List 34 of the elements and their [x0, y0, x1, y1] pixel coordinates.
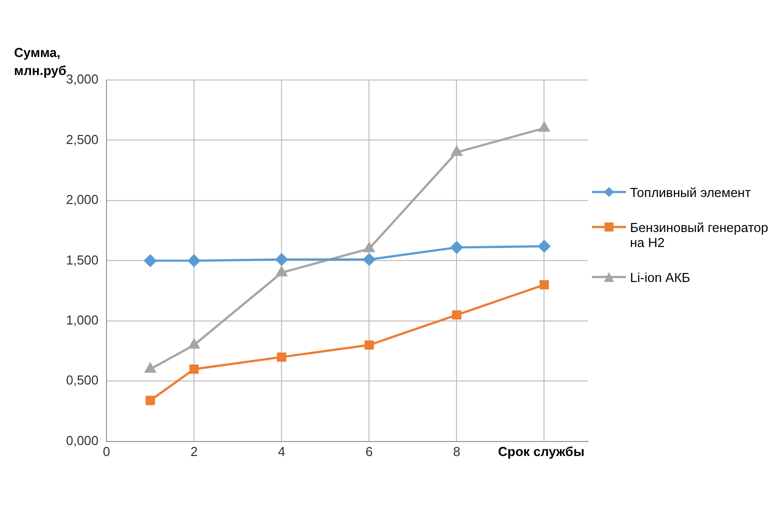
x-tick-label: 0: [102, 444, 110, 459]
point: [538, 122, 550, 132]
point: [364, 340, 374, 350]
point: [276, 266, 288, 276]
y-tick-label: 0,000: [66, 432, 99, 448]
x-tick-label: 2: [190, 444, 198, 459]
x-axis-title: Срок службы: [498, 444, 584, 459]
point: [146, 396, 155, 406]
y-tick-label: 3,000: [66, 72, 99, 87]
point: [540, 280, 549, 290]
point: [144, 254, 156, 267]
point: [276, 352, 286, 362]
y-tick-label: 1,000: [66, 312, 99, 328]
y-tick-label: 0,500: [66, 372, 99, 388]
point: [276, 253, 288, 266]
legend-label: Топливный элемент: [630, 185, 751, 200]
point: [538, 240, 550, 252]
point: [189, 364, 199, 374]
point: [188, 338, 200, 349]
point: [364, 242, 375, 252]
point: [452, 310, 462, 320]
legend-label: Li-ion АКБ: [630, 270, 690, 285]
legend-label: Бензиновый генератор на H2: [630, 220, 770, 250]
point: [450, 241, 463, 254]
y-tick-label: 2,000: [66, 192, 99, 208]
x-tick-label: 6: [366, 444, 373, 459]
point: [451, 146, 462, 156]
x-tick-label: 8: [453, 444, 460, 459]
y-tick-label: 2,500: [66, 132, 99, 147]
point: [144, 363, 156, 373]
point: [188, 254, 200, 267]
y-tick-label: 1,500: [66, 252, 99, 268]
x-tick-label: 4: [278, 444, 286, 459]
point: [363, 253, 376, 266]
